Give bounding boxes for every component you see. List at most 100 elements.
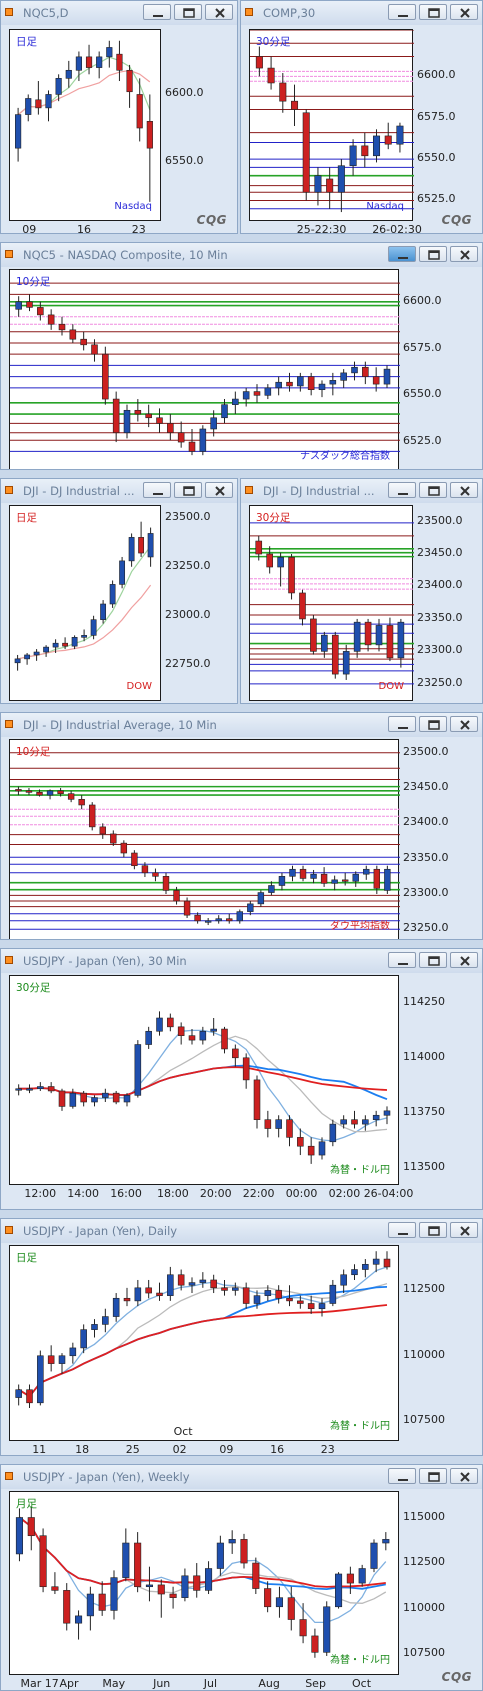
candlestick-chart (15, 1506, 390, 1658)
x-axis-label: 16 (77, 223, 91, 234)
candle (323, 1601, 331, 1656)
maximize-button[interactable] (419, 952, 447, 968)
y-axis-label: 113500 (403, 1160, 445, 1174)
plot-area[interactable]: 10分足 ナスダック総合指数 (9, 269, 400, 469)
close-button[interactable] (450, 1468, 478, 1484)
candle (397, 618, 405, 668)
candle (62, 637, 69, 650)
y-axis-label: 23450.0 (417, 546, 463, 560)
candle (240, 1533, 248, 1569)
maximize-icon (428, 956, 440, 966)
candle (342, 644, 350, 680)
plot-area[interactable]: 10分足 ダウ平均指数 (9, 739, 400, 939)
moving-average-line (19, 1516, 387, 1604)
minimize-button[interactable] (388, 482, 416, 498)
candle (99, 823, 106, 839)
maximize-button[interactable] (419, 1468, 447, 1484)
candle (63, 1583, 71, 1631)
candle (58, 1353, 66, 1375)
candle (311, 1628, 319, 1658)
cqg-app-icon (5, 956, 13, 964)
window-titlebar[interactable]: USDJPY - Japan (Yen), 30 Min (1, 949, 482, 973)
cqg-logo: CQG (441, 1670, 472, 1684)
minimize-button[interactable] (388, 716, 416, 732)
close-button[interactable] (450, 952, 478, 968)
plot-area[interactable]: 日足 Nasdaq (9, 29, 161, 221)
candle (147, 527, 154, 567)
maximize-button[interactable] (419, 482, 447, 498)
close-button[interactable] (450, 1222, 478, 1238)
candle (100, 600, 107, 624)
timeframe-label: 30分足 (16, 982, 51, 994)
y-axis-label: 110000 (403, 1600, 445, 1614)
maximize-button[interactable] (419, 716, 447, 732)
plot-area[interactable]: 日足 為替・ドル円 Oct (9, 1245, 399, 1441)
candle (134, 1279, 142, 1307)
maximize-button[interactable] (419, 1222, 447, 1238)
close-button[interactable] (450, 246, 478, 262)
window-titlebar[interactable]: COMP,30 (241, 1, 482, 25)
plot-area[interactable]: 月足 為替・ドル円 (9, 1491, 399, 1675)
candle (346, 1566, 354, 1595)
y-axis-label: 23500.0 (165, 509, 211, 523)
x-axis-label: 22:00 (242, 1187, 275, 1200)
candle (43, 645, 50, 657)
window-titlebar[interactable]: DJI - DJ Industrial Average, 10 Min (1, 713, 482, 737)
window-titlebar[interactable]: NQC5 - NASDAQ Composite, 10 Min (1, 243, 482, 267)
close-icon (215, 8, 225, 18)
candle (255, 535, 263, 561)
candle (353, 618, 361, 658)
minimize-icon (153, 493, 163, 495)
minimize-button[interactable] (388, 952, 416, 968)
candle (299, 1603, 307, 1644)
plot-area[interactable]: 日足 DOW (9, 505, 161, 701)
maximize-button[interactable] (419, 4, 447, 20)
window-titlebar[interactable]: DJI - DJ Industrial ... (241, 479, 482, 503)
x-axis-label: 16 (77, 703, 91, 704)
minimize-button[interactable] (143, 482, 171, 498)
plot-area[interactable]: 30分足 為替・ドル円 (9, 975, 399, 1185)
x-axis-label: 26-04:00 (363, 1187, 414, 1200)
candle (275, 376, 282, 396)
moving-average-line (18, 1516, 386, 1588)
close-button[interactable] (450, 4, 478, 20)
candle (287, 1586, 295, 1631)
maximize-icon (183, 486, 195, 496)
maximize-button[interactable] (419, 246, 447, 262)
minimize-button[interactable] (388, 1468, 416, 1484)
candle (253, 1075, 261, 1129)
timeframe-label: 月足 (16, 1498, 37, 1510)
x-axis-label: May (102, 1677, 126, 1690)
candle (37, 1082, 44, 1091)
candle (156, 1282, 163, 1301)
y-axis-label: 107500 (403, 1646, 445, 1660)
candle (47, 1082, 55, 1094)
maximize-button[interactable] (174, 482, 202, 498)
window-title: NQC5,D (23, 6, 69, 20)
candle (57, 788, 64, 797)
x-axis-label: Apr (59, 1677, 79, 1690)
window-titlebar[interactable]: DJI - DJ Industrial ... (1, 479, 237, 503)
candle (188, 1029, 196, 1045)
candle (85, 44, 93, 75)
candle (46, 789, 54, 800)
plot-area[interactable]: 30分足 Nasdaq (249, 29, 414, 221)
close-button[interactable] (450, 716, 478, 732)
candle (372, 367, 380, 392)
candle (349, 139, 357, 176)
window-titlebar[interactable]: NQC5,D (1, 1, 237, 25)
minimize-button[interactable] (388, 246, 416, 262)
minimize-button[interactable] (143, 4, 171, 20)
candle (80, 1324, 87, 1354)
maximize-button[interactable] (174, 4, 202, 20)
close-button[interactable] (450, 482, 478, 498)
minimize-button[interactable] (388, 1222, 416, 1238)
window-titlebar[interactable]: USDJPY - Japan (Yen), Weekly (1, 1465, 482, 1489)
candle (80, 331, 87, 351)
candle (318, 1298, 326, 1317)
minimize-button[interactable] (388, 4, 416, 20)
plot-area[interactable]: 30分足 DOW (249, 505, 414, 701)
close-button[interactable] (205, 4, 233, 20)
close-button[interactable] (205, 482, 233, 498)
window-titlebar[interactable]: USDJPY - Japan (Yen), Daily (1, 1219, 482, 1243)
